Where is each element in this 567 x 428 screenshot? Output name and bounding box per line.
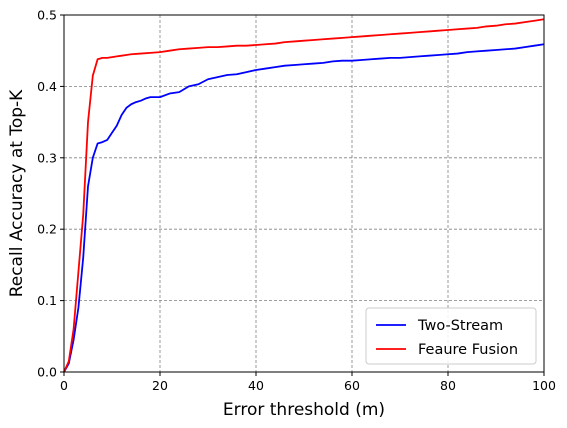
y-tick-label: 0.4 xyxy=(37,79,57,94)
legend: Two-Stream Feaure Fusion xyxy=(365,307,537,365)
legend-label: Feaure Fusion xyxy=(418,342,518,358)
x-tick-label: 40 xyxy=(248,378,264,393)
y-tick-label: 0.1 xyxy=(37,293,57,308)
axis-ticks: 0 20 40 60 80 100 0.0 0.1 0.2 0.3 0.4 0.5 xyxy=(37,8,556,394)
series-line-feaure-fusion xyxy=(63,18,545,373)
y-tick-label: 0.0 xyxy=(37,365,57,380)
y-tick-label: 0.3 xyxy=(37,150,57,165)
y-tick-label: 0.5 xyxy=(37,8,57,23)
legend-box xyxy=(365,307,537,365)
series-lines xyxy=(63,18,545,373)
series-line-two-stream xyxy=(63,43,545,373)
x-tick-label: 60 xyxy=(344,378,360,393)
x-tick-label: 0 xyxy=(60,378,68,393)
x-tick-label: 20 xyxy=(152,378,168,393)
x-tick-label: 80 xyxy=(440,378,456,393)
legend-label: Two-Stream xyxy=(417,318,503,334)
x-axis-label: Error threshold (m) xyxy=(223,400,385,420)
x-tick-label: 100 xyxy=(532,378,556,393)
plot-frame xyxy=(63,14,545,373)
y-axis-label: Recall Accuracy at Top-K xyxy=(7,89,27,297)
y-tick-label: 0.2 xyxy=(37,222,57,237)
